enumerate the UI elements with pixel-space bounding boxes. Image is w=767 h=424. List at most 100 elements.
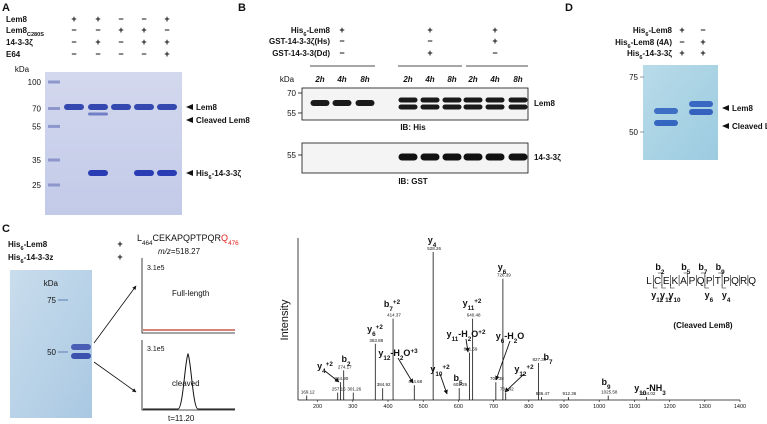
y-tick [653, 284, 658, 289]
ion-arrow [465, 338, 470, 353]
text-part: 12 [519, 371, 527, 378]
text-part: 9 [721, 269, 725, 276]
text-part: Q [221, 233, 228, 243]
peak-label: 384.92 [377, 382, 391, 387]
band [420, 104, 440, 110]
text-part: +3 [410, 348, 418, 355]
band [111, 104, 131, 110]
text-part: 6 [639, 55, 642, 61]
arrow [93, 285, 137, 344]
text-part: y [498, 262, 503, 272]
band [398, 104, 418, 110]
sign: − [71, 25, 76, 35]
x-tick-label: 1400 [734, 404, 746, 410]
b-ion: b7 [698, 262, 708, 276]
peak-label: 726.39 [497, 273, 511, 278]
pointer [722, 105, 729, 111]
band [463, 104, 483, 110]
text-part: 5 [459, 380, 463, 387]
b-tick [700, 272, 706, 277]
text-part: b [655, 262, 661, 272]
band [71, 344, 91, 350]
ion-label: b9 [601, 377, 611, 391]
text-part: 11 [452, 336, 459, 343]
text-part: C280S [27, 32, 44, 38]
band [88, 104, 108, 110]
marker-label: 25 [32, 181, 41, 190]
band [64, 104, 84, 110]
residue: Q [697, 276, 705, 287]
row-label: GST-14-3-3ζ(Hs) [269, 37, 330, 46]
text-part: -Lem8 [306, 26, 330, 35]
sign: + [95, 14, 100, 24]
marker-label: 35 [32, 156, 41, 165]
text-part: 6 [710, 297, 714, 304]
y-ion: y12 [651, 290, 664, 304]
peptide: L464CEKAPQPTPQRQ476 [137, 233, 239, 247]
panel-letter: C [2, 223, 10, 235]
text-part: -Lem8 [648, 26, 672, 35]
band [654, 108, 678, 114]
band [689, 101, 713, 107]
sign: + [492, 25, 497, 35]
ion-arrow [439, 373, 448, 395]
text-part: 10 [435, 371, 443, 378]
band [355, 100, 375, 106]
sign: − [700, 25, 705, 35]
x-tick-label: 1300 [699, 404, 711, 410]
x-tick-label: 900 [559, 404, 568, 410]
sign: + [679, 48, 684, 58]
residue: E [663, 276, 670, 287]
marker-label: 55 [32, 122, 41, 131]
marker-label: 55 [287, 109, 296, 118]
text-part: y [722, 290, 727, 300]
text-part: His [633, 26, 646, 35]
band [508, 153, 528, 161]
text-part: 10 [639, 390, 647, 397]
band [332, 100, 352, 106]
text-part: +2 [393, 299, 401, 306]
sign: + [700, 48, 705, 58]
ion-label: y12+2 [514, 364, 534, 378]
sign: − [141, 49, 146, 59]
panel-letter: A [2, 2, 10, 14]
caption: (Cleaved Lem8) [673, 321, 732, 330]
text-part: O [517, 331, 524, 341]
text-part: b [716, 262, 722, 272]
peak-label: 257.15 [332, 387, 346, 392]
timepoint: 8h [360, 75, 369, 84]
kda-label: kDa [44, 279, 59, 288]
ion-label: y12-H2O+3 [378, 348, 418, 362]
ladder-band [58, 351, 68, 353]
band-label: Lem8 [196, 103, 217, 112]
ion-label: b7+2 [384, 299, 401, 313]
ion-label: y11-H2O+2 [447, 329, 486, 343]
text-part: 4 [433, 242, 437, 249]
text-part: b [698, 262, 704, 272]
peak-label: 169.12 [301, 390, 315, 395]
text-part: -Lem8 [24, 240, 48, 249]
sign: − [339, 36, 344, 46]
text-part: y [367, 324, 372, 334]
band [485, 153, 505, 161]
ion-label: y6-H2O [496, 331, 525, 345]
text-part: +2 [376, 324, 384, 331]
text-part: His [615, 38, 628, 47]
residue: A [680, 276, 687, 287]
x-tick-label: 200 [313, 404, 322, 410]
b-ion: b5 [681, 262, 691, 276]
text-part: 2 [514, 338, 518, 345]
text-part: y [447, 329, 452, 339]
text-part: +2 [526, 364, 534, 371]
text-part: 12 [656, 297, 664, 304]
ladder-band [48, 183, 60, 187]
text-part: 11 [468, 305, 475, 312]
y-tick [704, 284, 709, 289]
row-label: His6-14-3-3ζ [627, 49, 672, 61]
peak-label: 602.26 [453, 382, 467, 387]
band [463, 97, 483, 103]
timepoint: 4h [424, 75, 434, 84]
x-tick-label: 300 [348, 404, 357, 410]
x-tick-label: 400 [383, 404, 392, 410]
trace-label: cleaved [172, 379, 200, 388]
